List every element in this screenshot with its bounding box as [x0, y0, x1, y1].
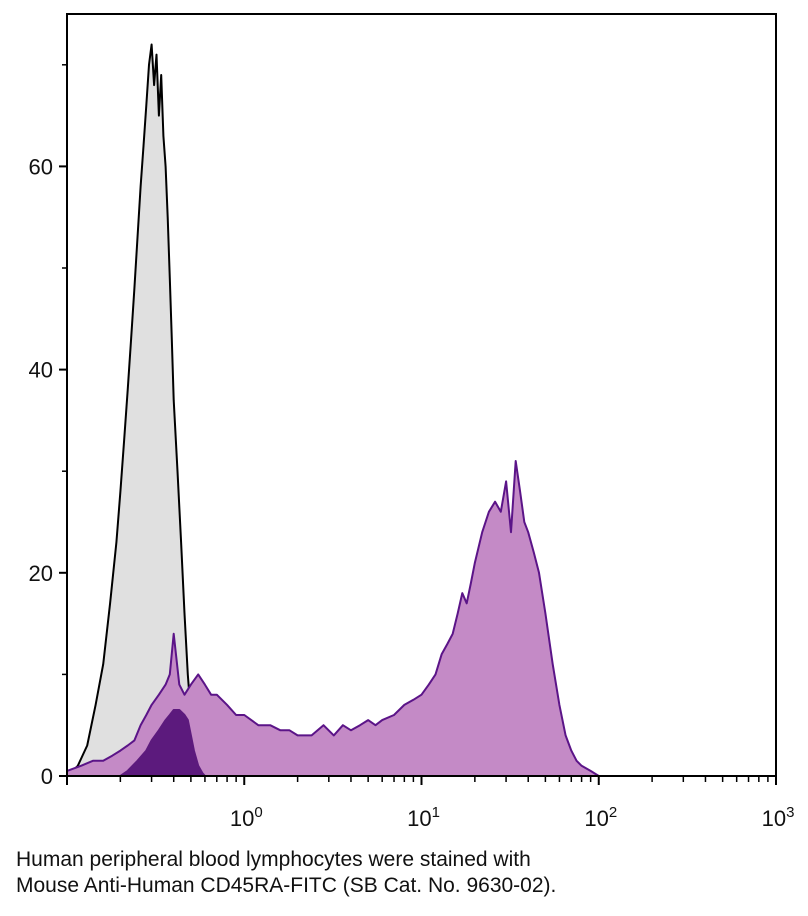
x-tick-label: 101 [407, 804, 440, 831]
x-tick-label: 100 [230, 804, 263, 831]
y-tick-label: 0 [41, 764, 53, 789]
caption-line-2: Mouse Anti-Human CD45RA-FITC (SB Cat. No… [16, 874, 557, 897]
histogram-series-3 [119, 709, 206, 777]
caption-line-1: Human peripheral blood lymphocytes were … [16, 848, 531, 871]
histogram-series-1 [66, 43, 246, 777]
flow-cytometry-histogram: 0 20 40 60 100 101 102 103 [29, 13, 795, 831]
x-tick-label: 102 [584, 804, 617, 831]
figure-caption: Human peripheral blood lymphocytes were … [16, 847, 796, 899]
histogram-series-2 [66, 460, 600, 777]
y-tick-label: 60 [29, 154, 53, 179]
y-tick-label: 20 [29, 561, 53, 586]
y-tick-label: 40 [29, 358, 53, 383]
x-tick-label: 103 [762, 804, 795, 831]
series-layer [66, 43, 600, 777]
axis-layer: 0 20 40 60 100 101 102 103 [29, 64, 795, 831]
